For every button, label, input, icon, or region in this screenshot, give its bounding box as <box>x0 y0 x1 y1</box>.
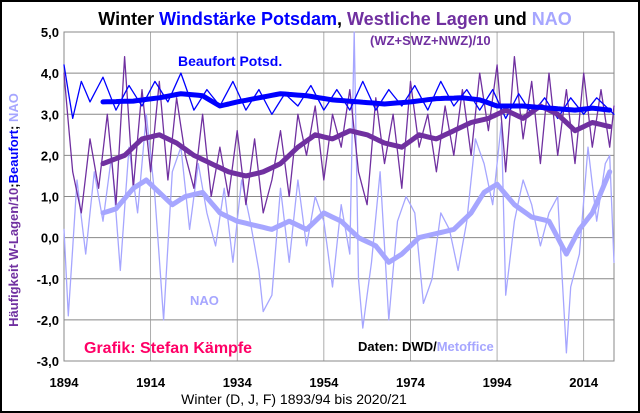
y-tick-label: -1,0 <box>37 272 59 287</box>
annotation-westlage: (WZ+SWZ+NWZ)/10 <box>370 33 491 48</box>
chart-title: Winter Windstärke Potsdam, Westliche Lag… <box>98 9 571 29</box>
x-tick-label: 1894 <box>50 375 80 390</box>
y-tick-label: 5,0 <box>41 25 59 40</box>
series-layer <box>63 31 615 354</box>
title-part-5: und <box>489 9 532 29</box>
x-tick-label: 1934 <box>223 375 253 390</box>
annotation-nao: NAO <box>190 293 219 308</box>
series-line-westlage-annual <box>63 56 615 214</box>
annotation-beaufort: Beaufort Potsd. <box>178 53 282 69</box>
y-tick-label: -3,0 <box>37 354 59 369</box>
credit-text: Grafik: Stefan Kämpfe <box>84 340 252 357</box>
y-tick-label: -2,0 <box>37 313 59 328</box>
source-part-2: Metoffice <box>437 339 494 354</box>
ylabel-part-3: Beaufort <box>6 129 21 183</box>
title-part-2: Windstärke Potsdam <box>159 9 337 29</box>
source-text: Daten: DWD/Metoffice <box>358 339 494 354</box>
x-tick-label: 1914 <box>136 375 166 390</box>
x-tick-label: 1994 <box>483 375 513 390</box>
x-tick-label: 2014 <box>569 375 599 390</box>
title-part-4: Westliche Lagen <box>347 9 489 29</box>
y-tick-label: 2,0 <box>41 148 59 163</box>
y-axis-label: Häufigkeit W-Lagen/10;Beaufort; NAO <box>6 93 21 327</box>
series-line-beaufort-smoothed <box>100 91 613 113</box>
y-tick-label: 1,0 <box>41 190 59 205</box>
title-part-6: NAO <box>532 9 572 29</box>
y-tick-labels: -3,0 -2,0 -1,0 0,0 1,0 2,0 3,0 4,0 5,0 <box>37 25 59 369</box>
plot-area-border <box>63 31 615 362</box>
y-tick-label: 4,0 <box>41 66 59 81</box>
series-line-westlage-smoothed <box>100 103 613 179</box>
ylabel-part-2: ; <box>6 183 21 187</box>
source-part-1: Daten: DWD/ <box>358 339 437 354</box>
title-part-3: , <box>337 9 347 29</box>
ylabel-part-1: Häufigkeit W-Lagen/10 <box>6 188 21 327</box>
y-tick-label: 3,0 <box>41 107 59 122</box>
ylabel-part-5: NAO <box>6 93 21 122</box>
series-line-nao-smoothed <box>100 169 613 265</box>
ylabel-part-4: ; <box>6 122 21 130</box>
series-line-nao-annual <box>63 31 615 354</box>
x-tick-labels: 1894 1914 1934 1954 1974 1994 2014 <box>50 375 599 390</box>
x-axis-label: Winter (D, J, F) 1893/94 bis 2020/21 <box>181 391 407 407</box>
y-tick-label: 0,0 <box>41 231 59 246</box>
x-tick-label: 1974 <box>396 375 426 390</box>
grid <box>63 31 615 362</box>
title-part-1: Winter <box>98 9 159 29</box>
series-line-beaufort-annual <box>63 64 615 120</box>
x-tick-label: 1954 <box>309 375 339 390</box>
